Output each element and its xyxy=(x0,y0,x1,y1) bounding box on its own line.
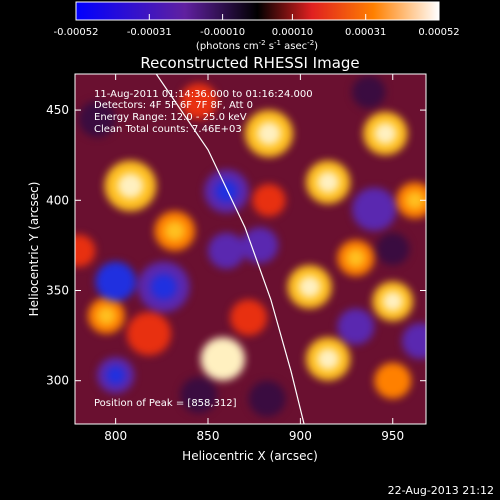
annotation-peak: Position of Peak = [858,312] xyxy=(94,398,237,409)
heatmap-blob xyxy=(126,312,172,356)
annotation-time: 11-Aug-2011 01:14:36.000 to 01:16:24.000 xyxy=(94,89,313,100)
heatmap-blob-core xyxy=(317,348,340,370)
heatmap-blob xyxy=(376,232,410,266)
heatmap-blob-core xyxy=(346,249,366,268)
y-tick-label: 450 xyxy=(46,103,69,117)
colorbar-tick-label: -0.00010 xyxy=(200,27,245,38)
heatmap-blob-core xyxy=(382,291,403,312)
y-tick-label: 400 xyxy=(46,193,69,207)
heatmap xyxy=(75,75,426,417)
heatmap-blob-core xyxy=(117,173,144,199)
y-axis-label: Heliocentric Y (arcsec) xyxy=(27,182,41,317)
heatmap-blob-core xyxy=(317,171,340,194)
heatmap-blob-core xyxy=(215,180,238,203)
annotation-clean: Clean Total counts: 7.46E+03 xyxy=(94,124,242,135)
y-tick-label: 350 xyxy=(46,283,69,297)
heatmap-blob xyxy=(230,299,268,336)
axis-ticks: 800 850 900 950 300 350 400 450 xyxy=(46,74,426,443)
colorbar xyxy=(75,1,440,21)
colorbar-tick-label: 0.00052 xyxy=(418,27,459,38)
heatmap-blob xyxy=(208,232,245,269)
heatmap-blob xyxy=(180,377,218,414)
heatmap-blob xyxy=(180,83,218,120)
heatmap-blob xyxy=(78,101,116,138)
heatmap-blob-core xyxy=(374,122,397,145)
x-tick-label: 950 xyxy=(381,429,404,443)
heatmap-blob xyxy=(401,322,426,360)
colorbar-ticks: -0.00052 -0.00031 -0.00010 0.00010 0.00031 0.… xyxy=(54,14,460,38)
heatmap-blob-core xyxy=(256,121,281,146)
heatmap-blob-core xyxy=(211,348,234,370)
heatmap-blob-core xyxy=(298,276,321,298)
heatmap-blob xyxy=(252,184,286,217)
heatmap-blob-core xyxy=(106,366,125,385)
annotation-detectors: Detectors: 4F 5F 6F 7F 8F, Att 0 xyxy=(94,100,253,111)
colorbar-units: (photons cm-2 s-1 asec-2) xyxy=(196,39,318,52)
x-tick-label: 800 xyxy=(104,429,127,443)
heatmap-blob-core xyxy=(105,271,126,292)
colorbar-tick-label: -0.00031 xyxy=(127,27,172,38)
annotation-block: 11-Aug-2011 01:14:36.000 to 01:16:24.000… xyxy=(94,89,313,409)
heatmap-blob xyxy=(241,227,279,264)
heatmap-blob xyxy=(248,380,286,417)
solar-limb-curve xyxy=(155,74,305,424)
colorbar-tick-label: 0.00010 xyxy=(272,27,313,38)
x-tick-label: 900 xyxy=(289,429,312,443)
heatmap-blob xyxy=(75,234,96,268)
heatmap-blob xyxy=(352,75,386,109)
heatmap-blob xyxy=(352,187,397,231)
colorbar-tick-label: -0.00052 xyxy=(54,27,99,38)
colorbar-tick-label: 0.00031 xyxy=(345,27,386,38)
heatmap-blob xyxy=(374,362,412,399)
x-axis-label: Heliocentric X (arcsec) xyxy=(182,449,318,463)
heatmap-blob-core xyxy=(164,221,185,241)
chart-title: Reconstructed RHESSI Image xyxy=(140,54,359,72)
y-tick-label: 300 xyxy=(46,374,69,388)
heatmap-blob-core xyxy=(97,306,116,325)
footer-date: 22-Aug-2013 21:12 xyxy=(388,484,494,497)
heatmap-blob-core xyxy=(405,191,425,210)
annotation-energy: Energy Range: 12.0 - 25.0 keV xyxy=(94,112,247,123)
heatmap-blob-core xyxy=(150,274,177,300)
plot-frame xyxy=(74,73,427,425)
heatmap-blob xyxy=(337,308,375,345)
x-tick-label: 850 xyxy=(197,429,220,443)
